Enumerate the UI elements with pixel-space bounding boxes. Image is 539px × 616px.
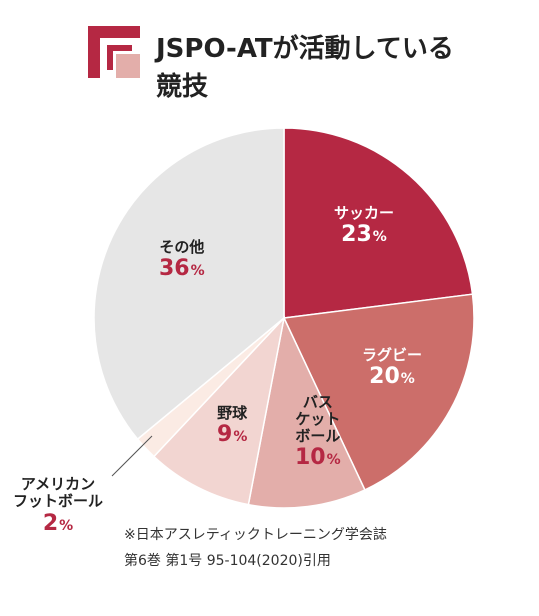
pie-label-1: ラグビー 20% [362,345,423,390]
pie-label-name: バス [302,392,333,411]
pie-label-value: 36% [159,255,205,281]
pie-label-4: アメリカン フットボール 2% [13,475,104,536]
pie-label-value: 20% [369,363,415,389]
pie-label-name: アメリカン [20,475,96,493]
pie-slice-3 [152,315,286,506]
chart-title-line1: JSPO-ATが活動している [156,34,454,64]
pie-label-value: 9% [217,421,248,447]
pie-label-name: サッカー [334,203,395,222]
brand-logo [88,26,140,78]
pie-label-5: その他 36% [159,237,205,282]
pie-slice-0 [283,127,474,319]
pie-slice-1 [282,293,475,491]
pie-label-name: ボール [295,427,341,445]
pie-label-name: 野球 [217,403,248,422]
source-note-line1: ※日本アスレティックトレーニング学会誌 [124,527,387,543]
pie-label-3: 野球 9% [217,403,248,448]
pie-label-0: サッカー 23% [334,203,395,248]
source-note-line2: 第6巻 第1号 95-104(2020)引用 [124,553,331,569]
source-note: ※日本アスレティックトレーニング学会誌 第6巻 第1号 95-104(2020)… [124,522,387,574]
pie-label-name: フットボール [13,492,104,511]
pie-slice-5 [93,127,285,441]
logo-outer-bracket [88,26,140,78]
pie-label-value: 23% [341,221,387,247]
chart-title: JSPO-ATが活動している 競技 [156,30,454,106]
pie-label-name: その他 [159,237,205,256]
pie-label-2: バス ケット ボール 10% [295,392,341,471]
pie-slice-2 [247,315,366,509]
leader-line [111,435,153,477]
pie-label-value: 2% [42,510,74,536]
logo-square [116,54,140,78]
chart-title-line2: 競技 [156,72,209,102]
pie-label-name: ケット [295,409,341,428]
pie-label-name: ラグビー [362,345,423,364]
pie-label-value: 10% [295,445,341,471]
logo-inner-bracket [107,45,132,70]
